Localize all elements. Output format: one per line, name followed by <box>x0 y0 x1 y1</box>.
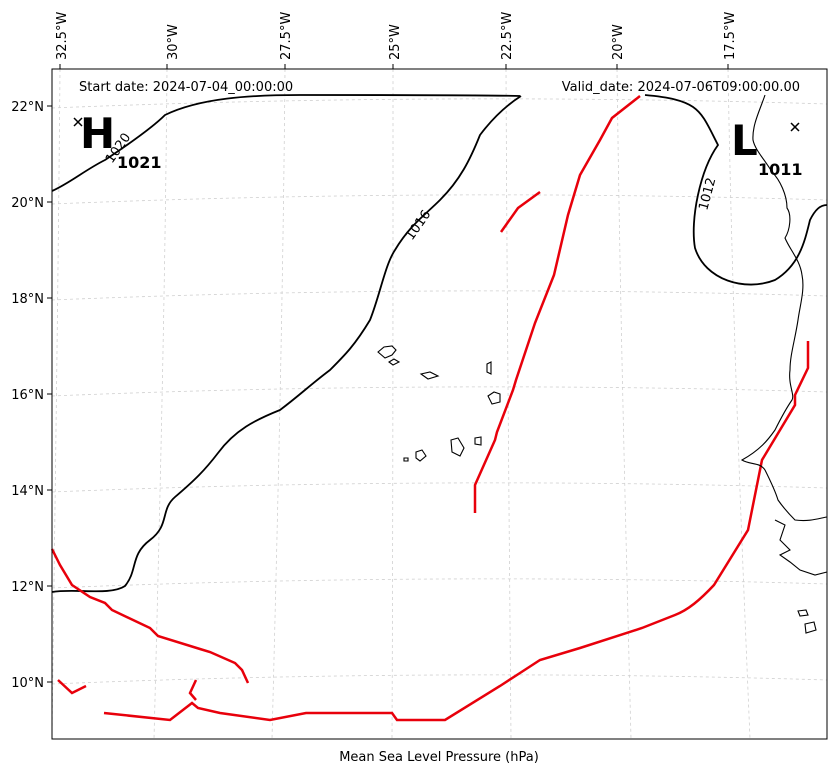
lon-label-30: 30°W <box>166 24 181 60</box>
front-small-2 <box>188 679 198 701</box>
lat-label-20: 20°N <box>11 196 44 211</box>
island-5 <box>487 391 501 405</box>
island-1 <box>377 345 397 359</box>
lon-label-20: 20°W <box>611 24 626 60</box>
lon-label-25: 25°W <box>388 24 403 60</box>
lon-label-32-5: 32.5°W <box>55 12 70 60</box>
valid-date-text: Valid_date: 2024-07-06T09:00:00.00 <box>562 80 800 95</box>
africa-coast <box>740 94 828 522</box>
pressure-center-markers <box>73 117 800 132</box>
graticule <box>51 68 828 740</box>
start-date-text: Start date: 2024-07-04_00:00:00 <box>79 80 293 95</box>
lat-label-22: 22°N <box>11 100 44 115</box>
map-border <box>51 68 828 740</box>
lat-label-10: 10°N <box>11 676 44 691</box>
coast-south <box>774 519 828 576</box>
front-small-1 <box>57 679 87 695</box>
island-7 <box>474 436 482 446</box>
island-6 <box>450 437 465 457</box>
isobar-1012 <box>644 94 828 286</box>
front-west <box>50 548 250 684</box>
low-pressure-value: 1011 <box>758 160 803 179</box>
island-9 <box>403 457 409 462</box>
longitude-labels: 32.5°W 30°W 27.5°W 25°W 22.5°W 20°W 17.5… <box>55 12 738 60</box>
high-center-marker-icon <box>73 117 83 127</box>
latitude-labels: 22°N 20°N 18°N 16°N 14°N 12°N 10°N <box>11 100 44 691</box>
island-2 <box>388 358 401 366</box>
lat-label-18: 18°N <box>11 292 44 307</box>
front-east <box>103 341 810 722</box>
island-8 <box>415 449 427 462</box>
lon-label-22-5: 22.5°W <box>500 12 515 60</box>
island-10 <box>797 609 809 617</box>
high-pressure-value: 1021 <box>117 153 162 172</box>
lat-label-16: 16°N <box>11 388 44 403</box>
lat-label-12: 12°N <box>11 580 44 595</box>
coastline <box>377 94 828 634</box>
low-center-marker-icon <box>790 122 800 132</box>
lon-label-27-5: 27.5°W <box>279 12 294 60</box>
lon-label-17-5: 17.5°W <box>723 12 738 60</box>
isobar-1016 <box>51 95 522 593</box>
map-background <box>52 69 827 739</box>
isobar-1020 <box>51 94 521 192</box>
lat-label-14: 14°N <box>11 484 44 499</box>
island-3 <box>419 371 440 380</box>
high-pressure-letter: H <box>80 109 115 158</box>
isobars <box>51 94 828 593</box>
front-central <box>473 95 641 513</box>
front-short <box>499 190 541 233</box>
island-4 <box>486 361 492 375</box>
fronts <box>50 95 810 722</box>
island-11 <box>804 621 817 634</box>
low-pressure-letter: L <box>731 116 758 165</box>
x-axis-label: Mean Sea Level Pressure (hPa) <box>339 750 539 765</box>
tick-marks <box>47 64 729 683</box>
